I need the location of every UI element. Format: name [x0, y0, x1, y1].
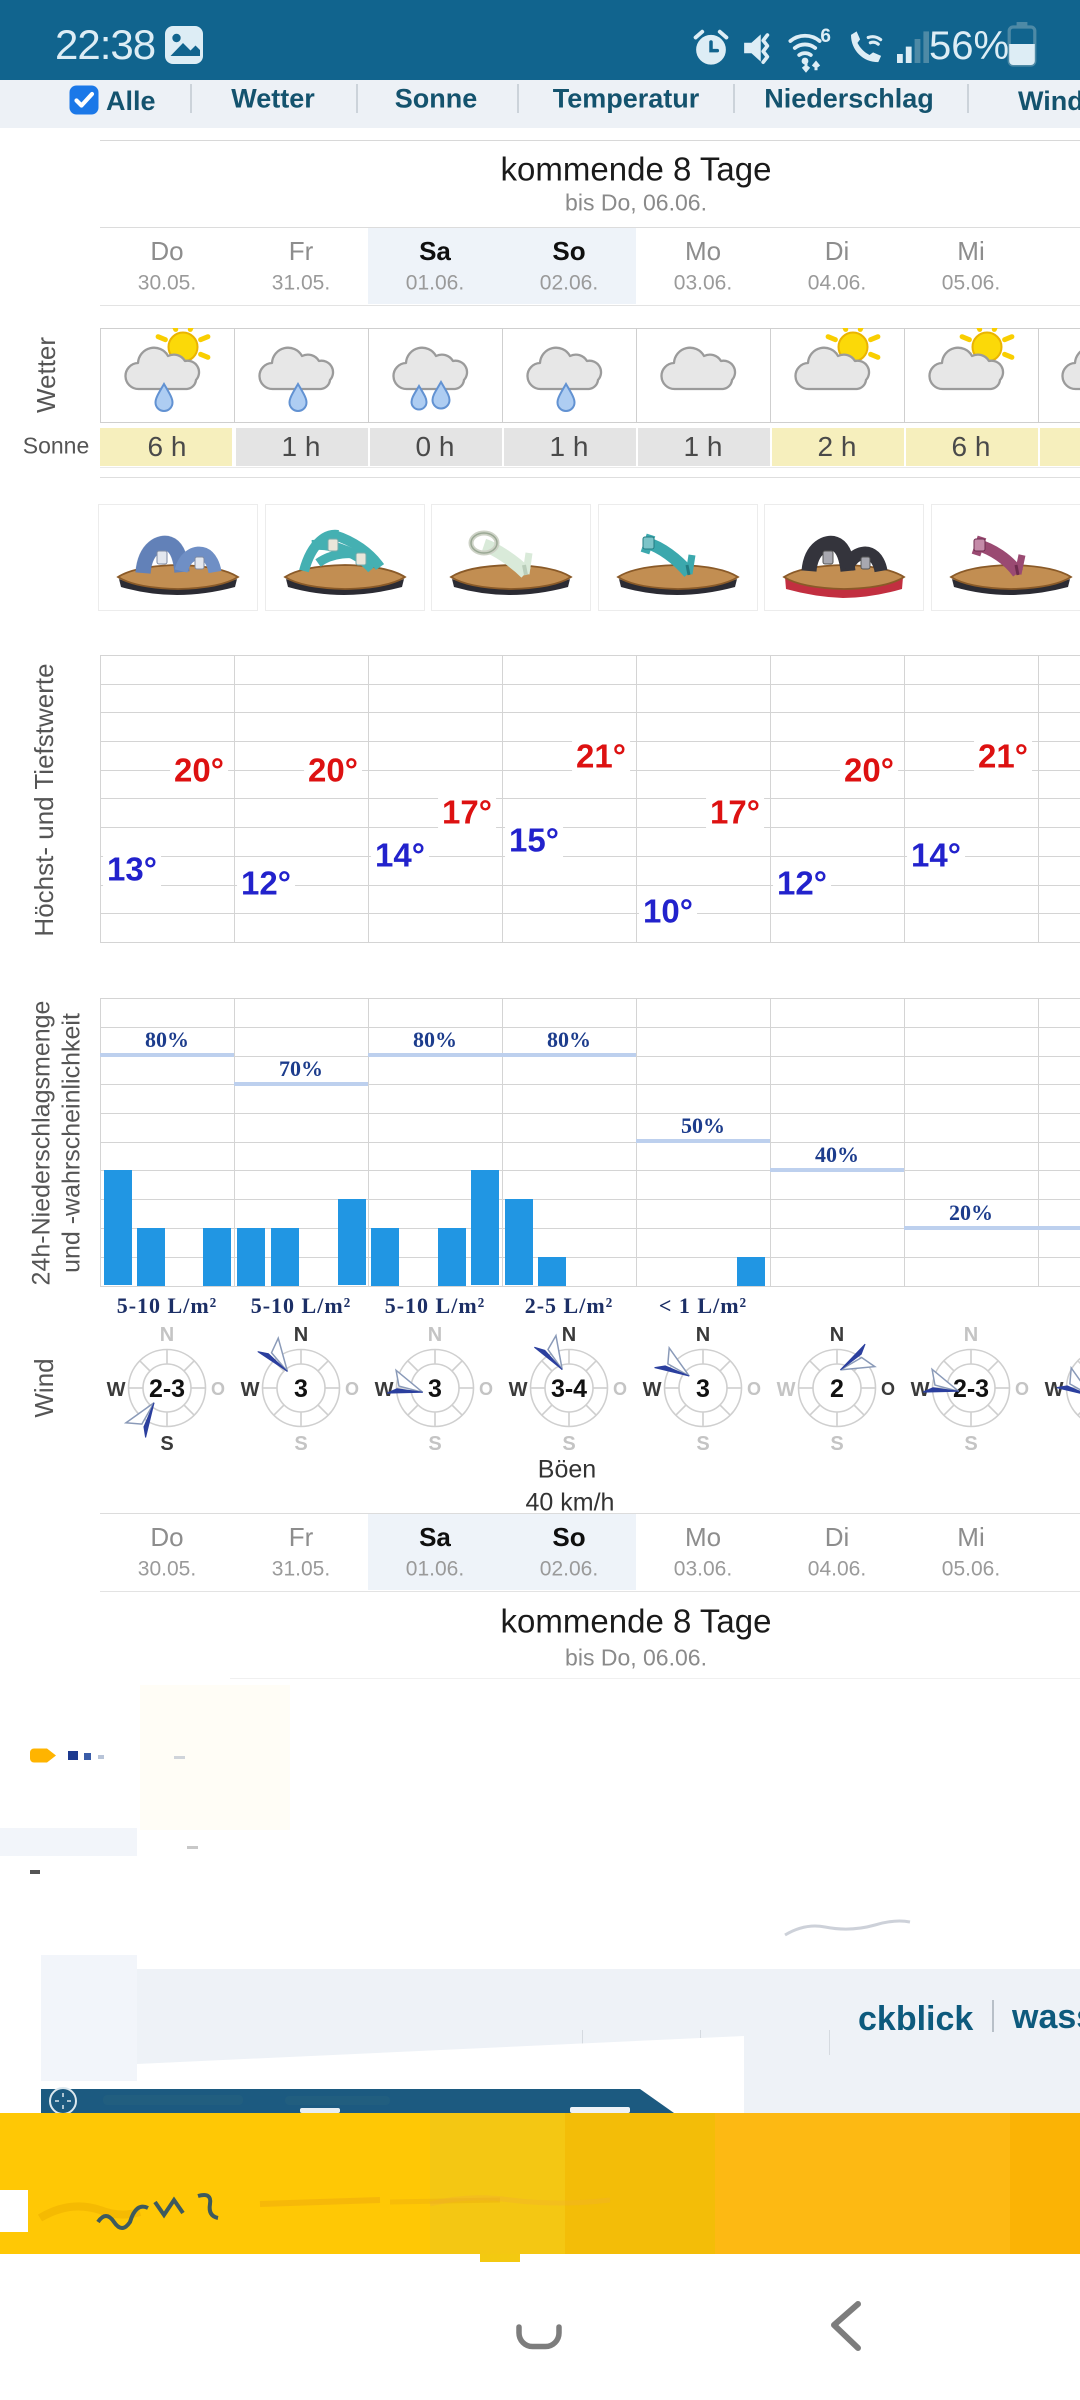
svg-text:O: O — [747, 1379, 761, 1399]
svg-text:N: N — [562, 1324, 576, 1346]
svg-text:S: S — [964, 1433, 977, 1455]
svg-text:2-3: 2-3 — [149, 1375, 185, 1403]
svg-text:S: S — [562, 1433, 575, 1455]
svg-text:N: N — [160, 1324, 174, 1346]
svg-text:W: W — [509, 1379, 528, 1401]
svg-text:2-3: 2-3 — [953, 1375, 989, 1403]
svg-text:O: O — [881, 1379, 895, 1399]
svg-text:W: W — [777, 1379, 796, 1401]
svg-text:S: S — [428, 1433, 441, 1455]
svg-text:6: 6 — [820, 26, 831, 47]
svg-text:2: 2 — [830, 1375, 844, 1403]
svg-text:W: W — [241, 1379, 260, 1401]
svg-text:N: N — [830, 1324, 844, 1346]
svg-text:W: W — [911, 1379, 930, 1401]
svg-text:S: S — [160, 1433, 173, 1455]
svg-text:N: N — [964, 1324, 978, 1346]
svg-text:3: 3 — [696, 1375, 710, 1403]
svg-text:N: N — [696, 1324, 710, 1346]
svg-text:W: W — [1045, 1379, 1064, 1401]
svg-text:S: S — [696, 1433, 709, 1455]
svg-text:S: S — [830, 1433, 843, 1455]
svg-text:O: O — [613, 1379, 627, 1399]
svg-text:3: 3 — [294, 1375, 308, 1403]
svg-text:N: N — [294, 1324, 308, 1346]
svg-text:S: S — [294, 1433, 307, 1455]
svg-text:N: N — [428, 1324, 442, 1346]
svg-text:O: O — [479, 1379, 493, 1399]
svg-text:O: O — [345, 1379, 359, 1399]
svg-text:O: O — [1015, 1379, 1029, 1399]
svg-text:3: 3 — [428, 1375, 442, 1403]
svg-text:W: W — [643, 1379, 662, 1401]
svg-text:O: O — [211, 1379, 225, 1399]
svg-text:3-4: 3-4 — [551, 1375, 587, 1403]
svg-text:W: W — [375, 1379, 394, 1401]
svg-text:W: W — [107, 1379, 126, 1401]
